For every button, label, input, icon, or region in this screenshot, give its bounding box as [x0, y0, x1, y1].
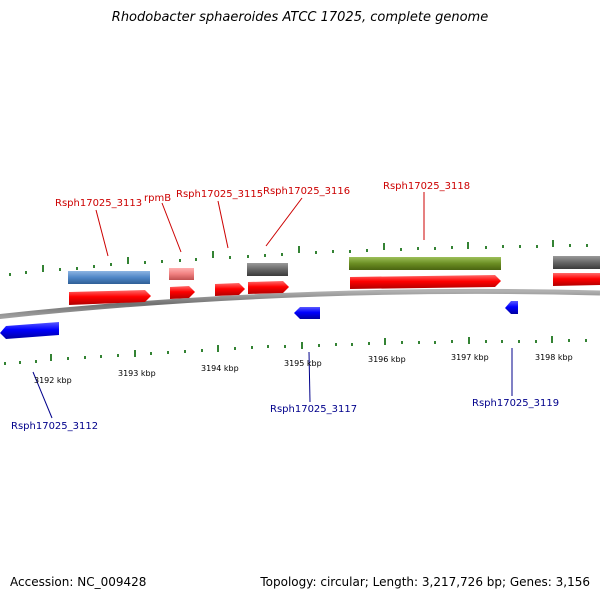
forward-leaders — [95, 192, 425, 257]
outer-tick-row — [9, 240, 588, 276]
feature-block-3118[interactable] — [349, 257, 501, 270]
forward-cds-3118[interactable] — [350, 275, 501, 289]
gene-label-3115: Rsph17025_3115 — [176, 189, 263, 200]
forward-cds-3116[interactable] — [248, 281, 289, 294]
gene-label-rpmb: rpmB — [144, 193, 171, 204]
gene-label-3112: Rsph17025_3112 — [11, 421, 98, 432]
feature-block-3116[interactable] — [247, 263, 288, 276]
gene-label-3118: Rsph17025_3118 — [383, 181, 470, 192]
reverse-cds-3119[interactable] — [505, 301, 518, 314]
genome-backbone — [0, 288, 600, 319]
gene-label-3116: Rsph17025_3116 — [263, 186, 350, 197]
tick-label-3192: 3192 kbp — [34, 376, 72, 385]
accession-text: Accession: NC_009428 — [10, 575, 147, 589]
map-title: Rhodobacter sphaeroides ATCC 17025, comp… — [111, 10, 489, 25]
reverse-leaders — [32, 348, 513, 419]
inner-tick-row — [4, 336, 587, 365]
reverse-cds-3117[interactable] — [294, 307, 320, 319]
feature-block-3113[interactable] — [68, 271, 150, 284]
gene-label-3119: Rsph17025_3119 — [472, 398, 559, 409]
feature-block-rpmb[interactable] — [169, 268, 194, 280]
forward-cds-rpmb[interactable] — [170, 286, 195, 299]
forward-cds-edge[interactable] — [553, 273, 600, 286]
gene-label-3113: Rsph17025_3113 — [55, 198, 142, 209]
forward-cds-3113[interactable] — [69, 290, 151, 305]
tick-label-3197: 3197 kbp — [451, 353, 489, 362]
tick-label-3196: 3196 kbp — [368, 355, 406, 364]
tick-label-3193: 3193 kbp — [118, 369, 156, 378]
reverse-cds-3112[interactable] — [0, 322, 59, 339]
tick-label-3195: 3195 kbp — [284, 359, 322, 368]
tick-label-3198: 3198 kbp — [535, 353, 573, 362]
feature-block-edge[interactable] — [553, 256, 600, 269]
genome-stats-text: Topology: circular; Length: 3,217,726 bp… — [260, 575, 590, 589]
forward-cds-3115[interactable] — [215, 283, 245, 296]
tick-label-3194: 3194 kbp — [201, 364, 239, 373]
gene-label-3117: Rsph17025_3117 — [270, 404, 357, 415]
